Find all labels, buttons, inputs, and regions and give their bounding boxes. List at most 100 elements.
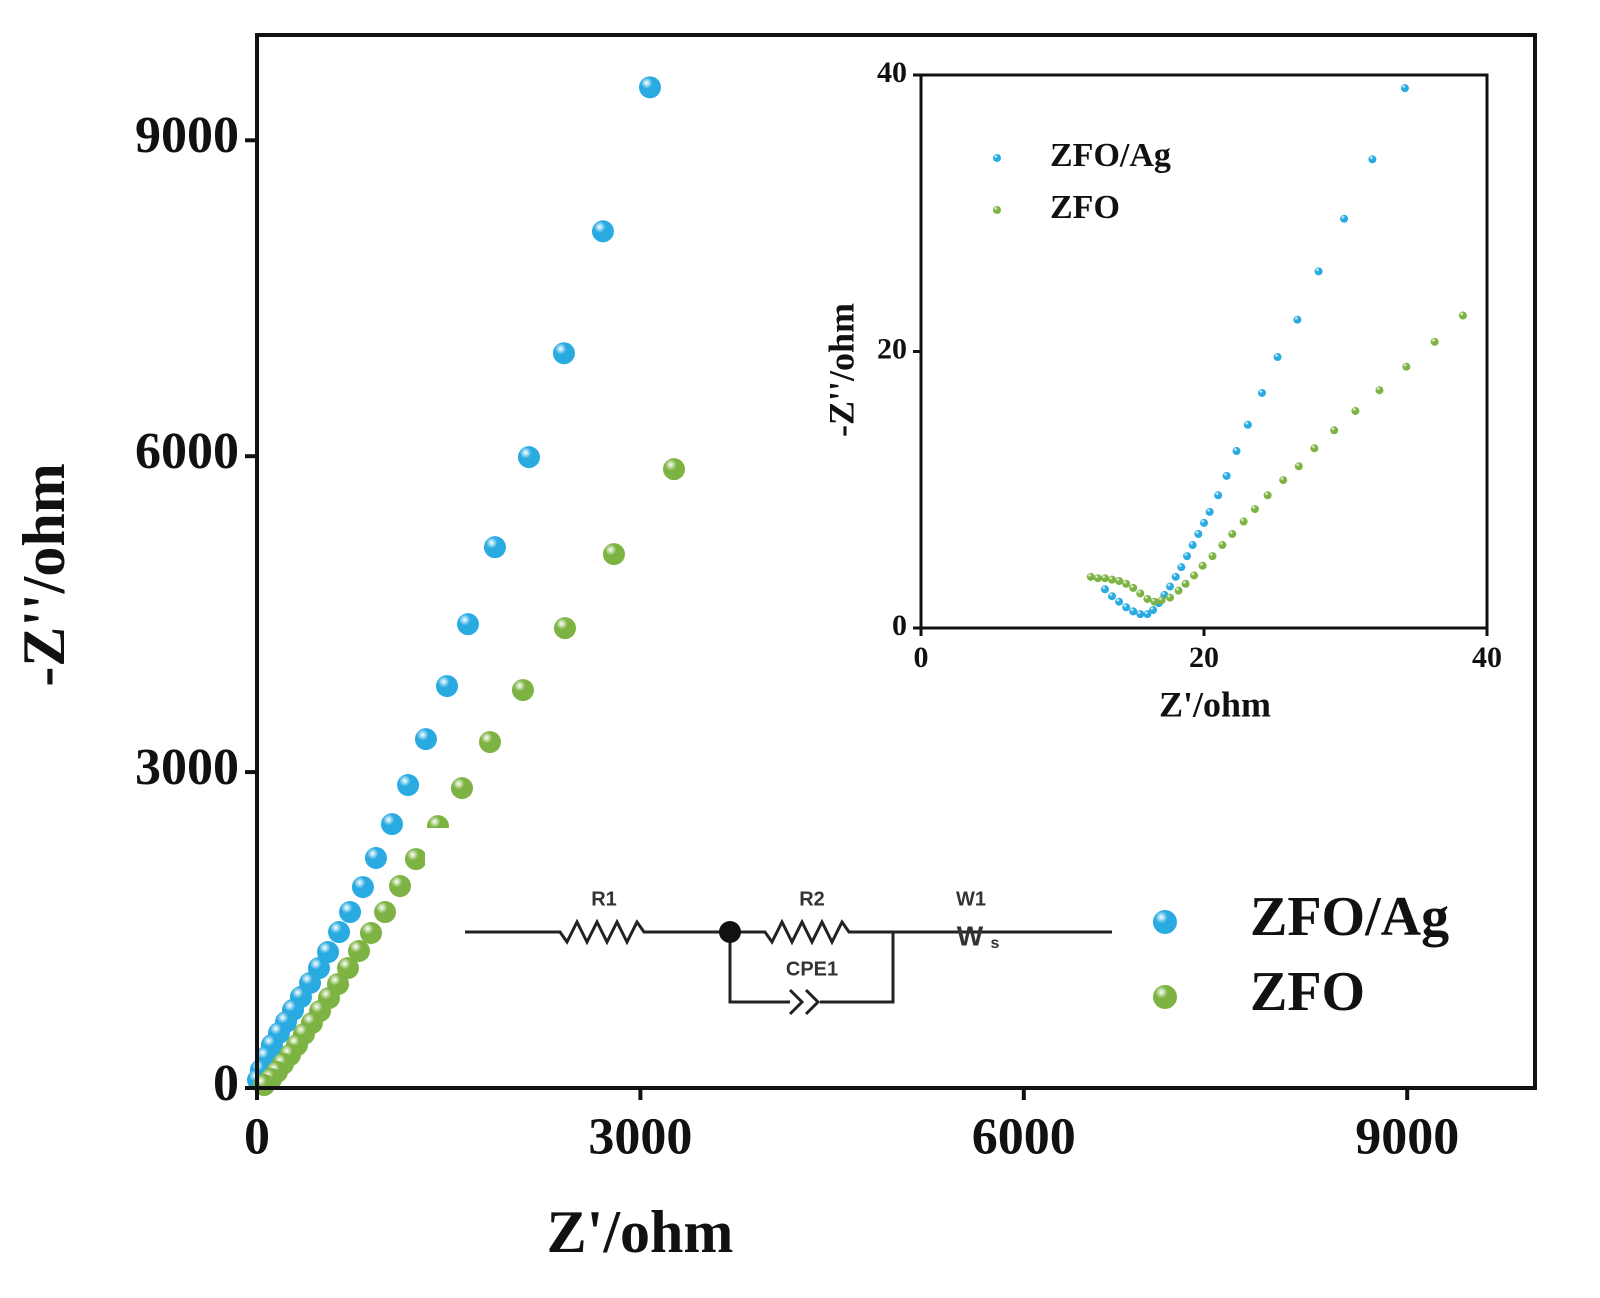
data-point [1183, 552, 1192, 561]
data-point [1310, 444, 1319, 453]
x-tick-label: 6000 [972, 1109, 1076, 1166]
plot-frame [255, 33, 1537, 1090]
data-point [1228, 529, 1237, 538]
x-tick-label: 40 [1472, 641, 1502, 674]
data-point [1205, 507, 1214, 516]
data-point [1258, 388, 1267, 397]
legend-marker [1153, 985, 1177, 1009]
data-point [1122, 603, 1131, 612]
data-point [364, 847, 387, 870]
data-point [1263, 491, 1272, 500]
x-axis-label: Z'/ohm [547, 1199, 734, 1265]
data-point [339, 901, 362, 924]
x-axis-label: Z'/ohm [1159, 684, 1271, 724]
data-point [1279, 476, 1288, 485]
data-point [1143, 594, 1152, 603]
legend-marker [993, 154, 1001, 162]
y-tick-label: 0 [213, 1055, 239, 1112]
data-point [1100, 585, 1109, 594]
data-point [1115, 597, 1124, 606]
data-point [1293, 315, 1302, 324]
data-point [1239, 517, 1248, 526]
y-tick-label: 20 [877, 332, 907, 365]
data-point [1314, 267, 1323, 276]
circuit-label: s [991, 935, 1000, 952]
data-point [414, 728, 437, 751]
data-point [317, 941, 340, 964]
data-point [1122, 579, 1131, 588]
data-point [1174, 586, 1183, 595]
data-point [1400, 84, 1409, 93]
y-tick-label: 3000 [135, 739, 239, 796]
data-point [552, 342, 575, 365]
data-point [517, 446, 540, 469]
data-point [389, 875, 412, 898]
data-point [1115, 576, 1124, 585]
data-point [478, 731, 501, 754]
data-point [1166, 593, 1175, 602]
data-point [1188, 541, 1197, 550]
plot-layer: 0 3000 6000 9000 0 3000 6000 9000 Z'/ohm -Z''/ohm [11, 33, 1537, 1265]
x-tick-label: 0 [914, 641, 929, 674]
data-point [1198, 561, 1207, 570]
data-point [1222, 471, 1231, 480]
data-point [1330, 426, 1339, 435]
data-point [1368, 155, 1377, 164]
data-point [1093, 574, 1102, 583]
legend-marker [993, 206, 1001, 214]
data-point [1250, 505, 1259, 514]
data-point [1458, 311, 1467, 320]
legend-label: ZFO [1250, 961, 1365, 1023]
data-point [1108, 575, 1117, 584]
data-point [450, 777, 473, 800]
circuit-label: CPE1 [786, 958, 838, 980]
data-point [1129, 607, 1138, 616]
data-point [1340, 214, 1349, 223]
y-tick-label: 0 [892, 609, 907, 642]
data-point [591, 220, 614, 243]
data-point [483, 536, 506, 559]
data-point [336, 957, 359, 980]
data-point [1150, 597, 1159, 606]
data-point [1194, 529, 1203, 538]
data-point [1136, 589, 1145, 598]
data-point [380, 813, 403, 836]
data-point [1190, 571, 1199, 580]
data-point [456, 613, 479, 636]
data-point [1214, 491, 1223, 500]
data-point [397, 774, 420, 797]
legend-label: ZFO/Ag [1250, 886, 1449, 948]
data-point [638, 76, 661, 99]
legend-label: ZFO [1050, 189, 1120, 226]
data-point [1108, 592, 1117, 601]
cpe-symbol [788, 988, 821, 1016]
data-point [436, 675, 459, 698]
data-point [1086, 572, 1095, 581]
x-tick-label: 3000 [588, 1109, 692, 1166]
x-tick-label: 9000 [1355, 1109, 1459, 1166]
circuit-label: W [957, 920, 984, 951]
data-point [553, 617, 576, 640]
data-point [351, 876, 374, 899]
overlay-layer: ZFO/Ag ZFO 0 20 40 0 20 40 Z'/ohm -Z''/ohm ZFO/Ag Z… [821, 56, 1502, 1023]
data-point [328, 921, 351, 944]
data-point [602, 543, 625, 566]
data-point [1273, 353, 1282, 362]
data-point [1351, 406, 1360, 415]
data-point [1243, 420, 1252, 429]
circuit-node [719, 921, 741, 943]
data-point [374, 901, 397, 924]
data-point [1375, 386, 1384, 395]
y-axis-label: -Z''/ohm [11, 463, 77, 686]
data-point [1181, 579, 1190, 588]
x-tick-label: 0 [244, 1109, 270, 1166]
legend-label: ZFO/Ag [1050, 137, 1171, 174]
data-point [511, 679, 534, 702]
circuit-wires [465, 918, 1112, 1004]
data-point [1200, 518, 1208, 527]
x-tick-label: 20 [1189, 641, 1219, 674]
y-axis-label: -Z''/ohm [821, 303, 861, 437]
legend-marker [1153, 910, 1177, 934]
